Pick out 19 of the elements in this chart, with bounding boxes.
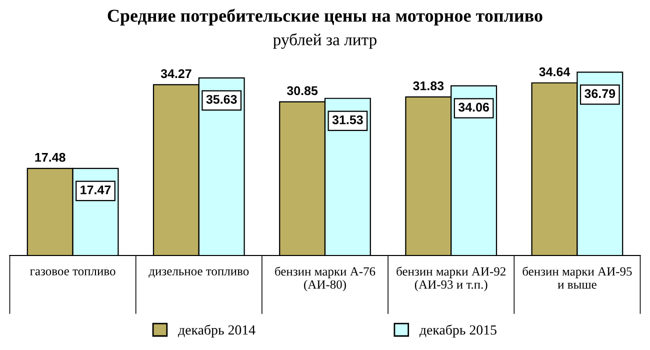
x-tick-label: бензин марки А-76 (АИ-80): [275, 266, 376, 292]
data-label: 31.53: [332, 115, 363, 124]
legend-label: декабрь 2015: [419, 324, 496, 338]
data-label: 34.06: [458, 102, 489, 112]
x-tick-label: бензин марки АИ-95 и выше: [522, 266, 632, 289]
chart-title: Средние потребительские цены на моторное топливо: [108, 8, 542, 26]
data-label: 30.85: [286, 86, 318, 96]
data-label: 17.47: [80, 186, 111, 194]
data-label: 31.83: [413, 81, 444, 90]
data-label: 34.64: [539, 67, 570, 76]
chart-subtitle: рублей за литр: [273, 33, 376, 49]
x-tick-label: дизельное топливо: [148, 269, 249, 278]
data-label: 36.79: [584, 89, 616, 98]
x-tick-label: газовое топливо: [30, 269, 116, 276]
data-label: 17.48: [35, 152, 66, 162]
data-label: 34.27: [160, 69, 192, 78]
legend-label: декабрь 2014: [178, 324, 256, 338]
x-tick-label: бензин марки АИ-92 (АИ-93 и т.п.): [396, 266, 506, 292]
data-label: 35.63: [206, 94, 237, 104]
